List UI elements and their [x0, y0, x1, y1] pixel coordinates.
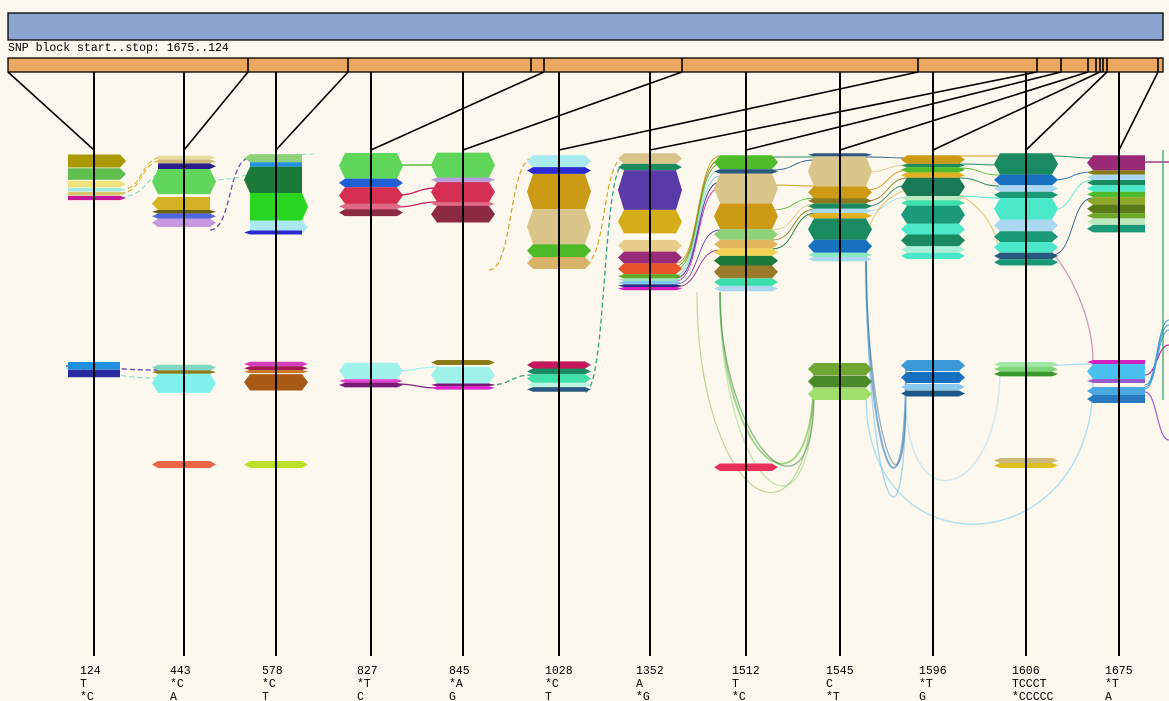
svg-text:A: A: [1105, 691, 1112, 701]
svg-text:T: T: [545, 691, 552, 701]
svg-text:*A: *A: [449, 678, 463, 691]
svg-text:*C: *C: [262, 678, 276, 691]
svg-text:*C: *C: [545, 678, 559, 691]
svg-text:1545: 1545: [826, 665, 854, 678]
svg-text:443: 443: [170, 665, 191, 678]
svg-text:*C: *C: [170, 678, 184, 691]
svg-text:578: 578: [262, 665, 283, 678]
svg-text:*T: *T: [919, 678, 933, 691]
svg-text:SNP block start..stop: 1675..1: SNP block start..stop: 1675..124: [8, 42, 229, 55]
svg-text:1596: 1596: [919, 665, 947, 678]
svg-text:C: C: [826, 678, 833, 691]
svg-text:*C: *C: [732, 691, 746, 701]
svg-text:*CCCCC: *CCCCC: [1012, 691, 1054, 701]
svg-text:*T: *T: [1105, 678, 1119, 691]
svg-text:A: A: [636, 678, 643, 691]
svg-text:T: T: [262, 691, 269, 701]
svg-text:1352: 1352: [636, 665, 664, 678]
svg-text:C: C: [357, 691, 364, 701]
svg-text:*G: *G: [636, 691, 650, 701]
svg-text:845: 845: [449, 665, 470, 678]
svg-text:1675: 1675: [1105, 665, 1133, 678]
svg-text:*T: *T: [826, 691, 840, 701]
svg-text:1512: 1512: [732, 665, 760, 678]
svg-text:G: G: [449, 691, 456, 701]
svg-text:G: G: [919, 691, 926, 701]
svg-text:*C: *C: [80, 691, 94, 701]
svg-text:T: T: [80, 678, 87, 691]
svg-text:1028: 1028: [545, 665, 573, 678]
svg-text:T: T: [732, 678, 739, 691]
svg-text:124: 124: [80, 665, 101, 678]
svg-text:827: 827: [357, 665, 378, 678]
svg-text:*T: *T: [357, 678, 371, 691]
svg-text:1606: 1606: [1012, 665, 1040, 678]
svg-text:TCCCT: TCCCT: [1012, 678, 1047, 691]
svg-text:A: A: [170, 691, 177, 701]
